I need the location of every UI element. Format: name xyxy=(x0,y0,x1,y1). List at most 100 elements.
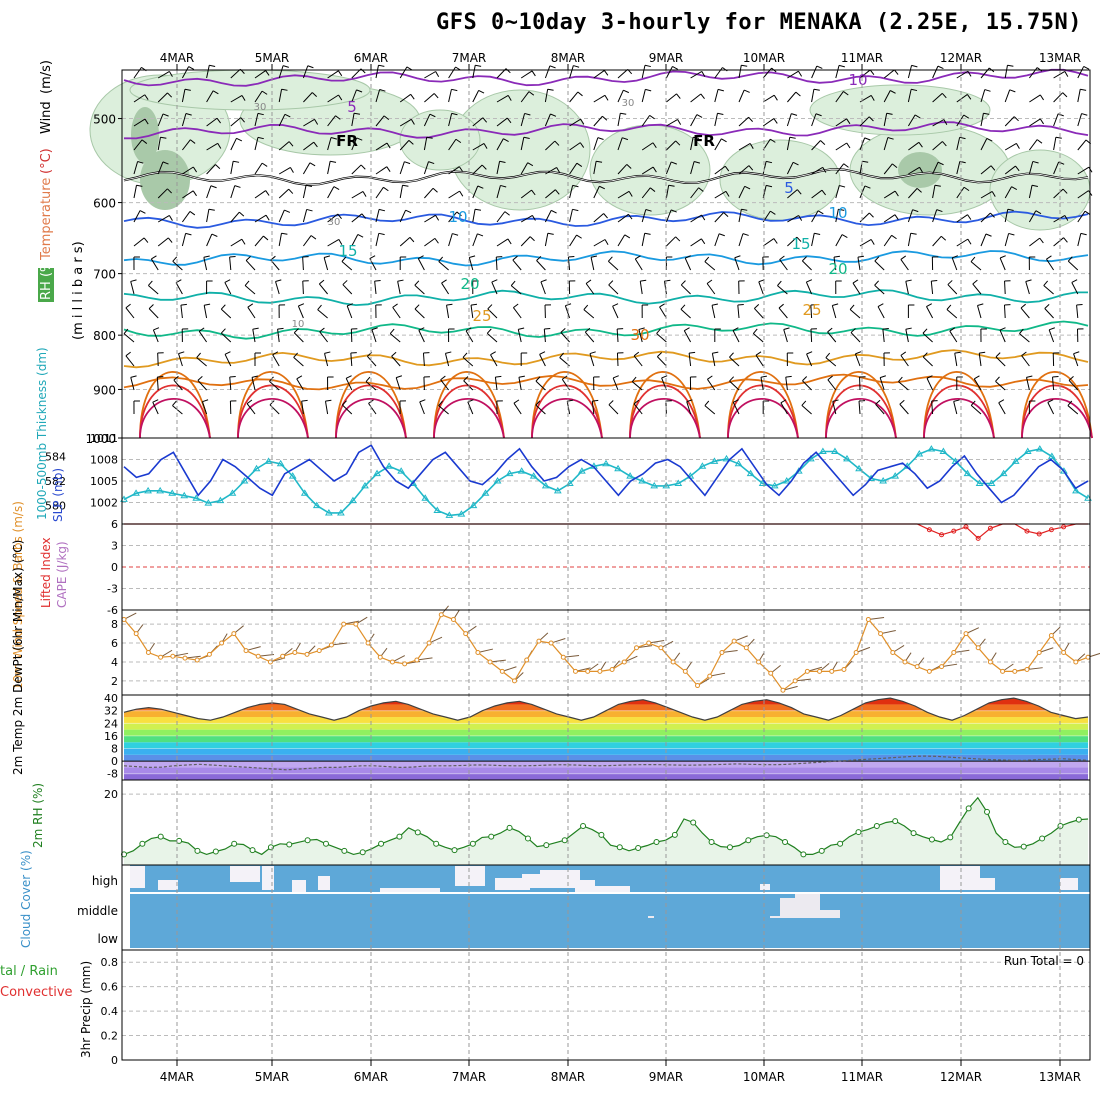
rh-ylabel: 2m RH (%) xyxy=(31,783,45,848)
rh-point xyxy=(801,852,806,857)
precip-run-total: Run Total = 0 xyxy=(1004,954,1084,968)
wind-point xyxy=(403,662,407,666)
wind-barb-flag xyxy=(1053,377,1059,378)
wind-point xyxy=(256,654,260,658)
wind-point xyxy=(159,655,163,659)
rh-blob xyxy=(720,140,840,220)
pressure-tick-label: 900 xyxy=(93,383,116,397)
wind-point xyxy=(927,669,931,673)
precip-tick-label: 0.8 xyxy=(101,956,119,969)
ylabel-temperature-unit: (°C) xyxy=(39,148,54,174)
cloud-gap xyxy=(158,880,178,890)
wind-point xyxy=(793,679,797,683)
rh-point xyxy=(213,849,218,854)
wind-tick-label: 8 xyxy=(111,618,118,631)
rh-point xyxy=(985,809,990,814)
rh-point xyxy=(562,838,567,843)
temp-ylabel: 2m Temp 2m DewPt (6hr Min/Max) (°C) xyxy=(11,540,25,775)
slp-tick-label: 1011 xyxy=(90,432,118,445)
date-label-bottom: 8MAR xyxy=(551,1070,586,1084)
date-label-bottom: 12MAR xyxy=(940,1070,982,1084)
cloud-gap xyxy=(975,878,995,890)
temperature-band xyxy=(122,767,1090,773)
rh-point xyxy=(158,834,163,839)
date-label-top: 13MAR xyxy=(1039,51,1081,65)
rh-blob-dark xyxy=(131,107,159,163)
temperature-band xyxy=(122,723,1090,729)
date-label-top: 4MAR xyxy=(160,51,195,65)
contour-label: 25 xyxy=(472,307,491,325)
precip-tick-label: 0.2 xyxy=(101,1030,119,1043)
rh-point xyxy=(232,841,237,846)
ylabel-temperature: Temperature xyxy=(39,178,54,261)
slp-tick-label: 1008 xyxy=(90,454,118,467)
wind-point xyxy=(805,669,809,673)
wind-barb-flag xyxy=(475,65,481,66)
wind-point xyxy=(952,651,956,655)
li-tick-label: 6 xyxy=(111,518,118,531)
ylabel-precip: 3hr Precip (mm) xyxy=(79,961,93,1058)
temperature-band xyxy=(122,749,1090,755)
wind-point xyxy=(427,641,431,645)
upper-air-ylabel: RH (%)Temperature(°C)Wind(m/s) xyxy=(38,60,54,302)
rh-point xyxy=(819,848,824,853)
cloud-gap-middle xyxy=(780,898,795,918)
cloud-gap-middle xyxy=(648,916,654,918)
wind-barb-shaft xyxy=(158,353,159,366)
wind-barb-shaft xyxy=(303,281,304,294)
date-label-top: 10MAR xyxy=(743,51,785,65)
rh-point xyxy=(691,820,696,825)
rh-point xyxy=(1076,817,1081,822)
wind-point xyxy=(549,641,553,645)
date-label-top: 7MAR xyxy=(452,51,487,65)
page-title: GFS 0~10day 3-hourly for MENAKA (2.25E, … xyxy=(0,10,1082,35)
rh-point xyxy=(617,845,622,850)
cape-ylabel: CAPE (J/kg) xyxy=(55,541,69,608)
temp-tick-label: 0 xyxy=(111,755,118,768)
rh-point xyxy=(966,806,971,811)
wind-barb-flag xyxy=(283,66,289,68)
wind-barb-flag xyxy=(189,67,194,70)
contour-label: 5 xyxy=(784,179,794,197)
cloud-gap xyxy=(760,884,770,890)
wind-point xyxy=(683,669,687,673)
date-label-bottom: 4MAR xyxy=(160,1070,195,1084)
date-label-bottom: 7MAR xyxy=(452,1070,487,1084)
panel-bg-7 xyxy=(122,950,1090,1060)
date-label-top: 12MAR xyxy=(940,51,982,65)
rh-point xyxy=(727,845,732,850)
contour-label: 25 xyxy=(802,301,821,319)
wind-barb-flag xyxy=(592,400,598,401)
precip-tick-label: 0.6 xyxy=(101,981,119,994)
wind-barb-flag xyxy=(181,304,187,305)
temp-tick-label: 32 xyxy=(104,705,118,718)
wind-point xyxy=(366,641,370,645)
cloud-gap xyxy=(130,866,145,888)
rh-point xyxy=(489,834,494,839)
contour-label: 10 xyxy=(848,71,867,89)
wind-point xyxy=(1001,669,1005,673)
date-label-bottom: 10MAR xyxy=(743,1070,785,1084)
temperature-band xyxy=(122,742,1090,748)
wind-barb-flag xyxy=(645,65,651,66)
cloud-gap xyxy=(380,888,440,892)
wind-point xyxy=(525,658,529,662)
contour-label: 30 xyxy=(622,98,635,109)
rh-point xyxy=(838,841,843,846)
cloud-layer-label: middle xyxy=(77,904,118,918)
date-label-bottom: 11MAR xyxy=(841,1070,883,1084)
wind-point xyxy=(586,669,590,673)
wind-tick-label: 6 xyxy=(111,637,118,650)
wind-barb-flag xyxy=(839,65,845,66)
wind-point xyxy=(988,660,992,664)
rh-point xyxy=(709,839,714,844)
rh-point xyxy=(654,839,659,844)
wind-point xyxy=(195,658,199,662)
wind-point xyxy=(439,613,443,617)
li-tick-label: -3 xyxy=(107,583,118,596)
rh-point xyxy=(911,831,916,836)
wind-point xyxy=(1049,634,1053,638)
wind-barb-flag xyxy=(883,328,889,329)
wind-point xyxy=(915,665,919,669)
